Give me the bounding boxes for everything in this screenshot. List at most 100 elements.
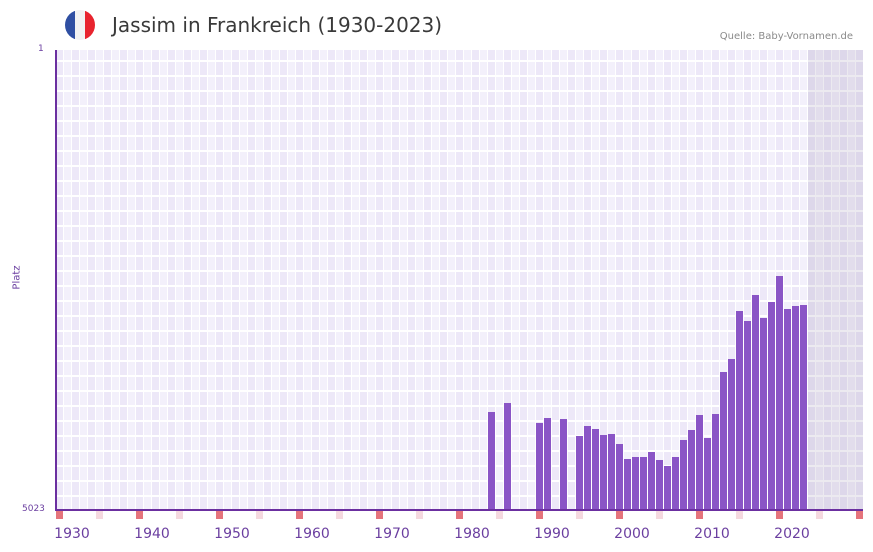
grid-column — [608, 50, 615, 510]
grid-column — [696, 50, 703, 510]
bar-1984[interactable] — [504, 403, 511, 510]
grid-line — [56, 375, 863, 377]
grid-column — [624, 50, 631, 510]
bar-2021[interactable] — [800, 305, 807, 510]
flag-stripe-red — [85, 10, 95, 40]
flag-stripe-blue — [65, 10, 75, 40]
bar-1982[interactable] — [488, 412, 495, 510]
grid-line — [56, 105, 863, 107]
bar-2015[interactable] — [752, 295, 759, 510]
grid-column — [160, 50, 167, 510]
flag-stripe-white — [75, 10, 85, 40]
grid-column — [768, 50, 775, 510]
grid-line — [56, 120, 863, 122]
grid-column — [224, 50, 231, 510]
bar-2018[interactable] — [776, 276, 783, 510]
bar-2006[interactable] — [680, 440, 687, 510]
bar-2000[interactable] — [632, 457, 639, 510]
bar-2011[interactable] — [720, 372, 727, 510]
half-decade-marker — [96, 511, 103, 519]
bar-2010[interactable] — [712, 414, 719, 510]
grid-column — [120, 50, 127, 510]
decade-marker — [696, 511, 703, 519]
grid-column — [304, 50, 311, 510]
bar-2005[interactable] — [672, 457, 679, 510]
grid-column — [584, 50, 591, 510]
bar-1993[interactable] — [576, 436, 583, 510]
bar-2002[interactable] — [648, 452, 655, 510]
bar-1998[interactable] — [616, 444, 623, 510]
grid-column — [480, 50, 487, 510]
half-decade-marker — [496, 511, 503, 519]
x-tick-label: 2000 — [614, 526, 650, 542]
grid-column — [760, 50, 767, 510]
grid-column — [704, 50, 711, 510]
x-tick-label: 1960 — [294, 526, 330, 542]
grid-line — [56, 90, 863, 92]
grid-column — [288, 50, 295, 510]
grid-column — [640, 50, 647, 510]
x-axis-line — [55, 509, 863, 511]
grid-column — [152, 50, 159, 510]
bar-2003[interactable] — [656, 460, 663, 510]
grid-column — [424, 50, 431, 510]
grid-column — [368, 50, 375, 510]
grid-line — [56, 180, 863, 182]
grid-column — [144, 50, 151, 510]
decade-marker — [376, 511, 383, 519]
grid-column — [184, 50, 191, 510]
grid-line — [56, 240, 863, 242]
grid-column — [216, 50, 223, 510]
grid-column — [112, 50, 119, 510]
bar-1999[interactable] — [624, 459, 631, 510]
grid-column — [136, 50, 143, 510]
bar-1997[interactable] — [608, 434, 615, 510]
bar-2016[interactable] — [760, 318, 767, 510]
flag-france-icon — [65, 10, 95, 40]
decade-marker — [296, 511, 303, 519]
bar-1989[interactable] — [544, 418, 551, 510]
grid-line — [56, 330, 863, 332]
grid-column — [840, 50, 847, 510]
grid-column — [384, 50, 391, 510]
grid-column — [104, 50, 111, 510]
bar-1995[interactable] — [592, 429, 599, 510]
bar-2012[interactable] — [728, 359, 735, 510]
half-decade-marker — [256, 511, 263, 519]
grid-column — [272, 50, 279, 510]
decade-marker — [456, 511, 463, 519]
grid-column — [752, 50, 759, 510]
grid-line — [56, 465, 863, 467]
grid-line — [56, 225, 863, 227]
grid-column — [792, 50, 799, 510]
bar-2017[interactable] — [768, 302, 775, 510]
bar-2007[interactable] — [688, 430, 695, 510]
bar-2009[interactable] — [704, 438, 711, 510]
grid-column — [832, 50, 839, 510]
decade-marker — [56, 511, 63, 519]
source-credit: Quelle: Baby-Vornamen.de — [719, 31, 853, 42]
bar-2014[interactable] — [744, 321, 751, 510]
bar-2013[interactable] — [736, 311, 743, 510]
grid-column — [816, 50, 823, 510]
bar-2019[interactable] — [784, 309, 791, 510]
bar-2004[interactable] — [664, 466, 671, 510]
grid-column — [728, 50, 735, 510]
bar-2008[interactable] — [696, 415, 703, 510]
bar-1991[interactable] — [560, 419, 567, 510]
grid-column — [280, 50, 287, 510]
bar-1988[interactable] — [536, 423, 543, 510]
bar-2020[interactable] — [792, 306, 799, 510]
x-tick-label: 1940 — [134, 526, 170, 542]
y-axis-title: Platz — [11, 265, 23, 290]
grid-line — [56, 390, 863, 392]
grid-column — [592, 50, 599, 510]
bar-2001[interactable] — [640, 457, 647, 510]
bar-1996[interactable] — [600, 435, 607, 510]
decade-marker — [216, 511, 223, 519]
half-decade-marker — [816, 511, 823, 519]
grid-column — [432, 50, 439, 510]
grid-line — [56, 60, 863, 62]
grid-column — [512, 50, 519, 510]
bar-1994[interactable] — [584, 426, 591, 510]
